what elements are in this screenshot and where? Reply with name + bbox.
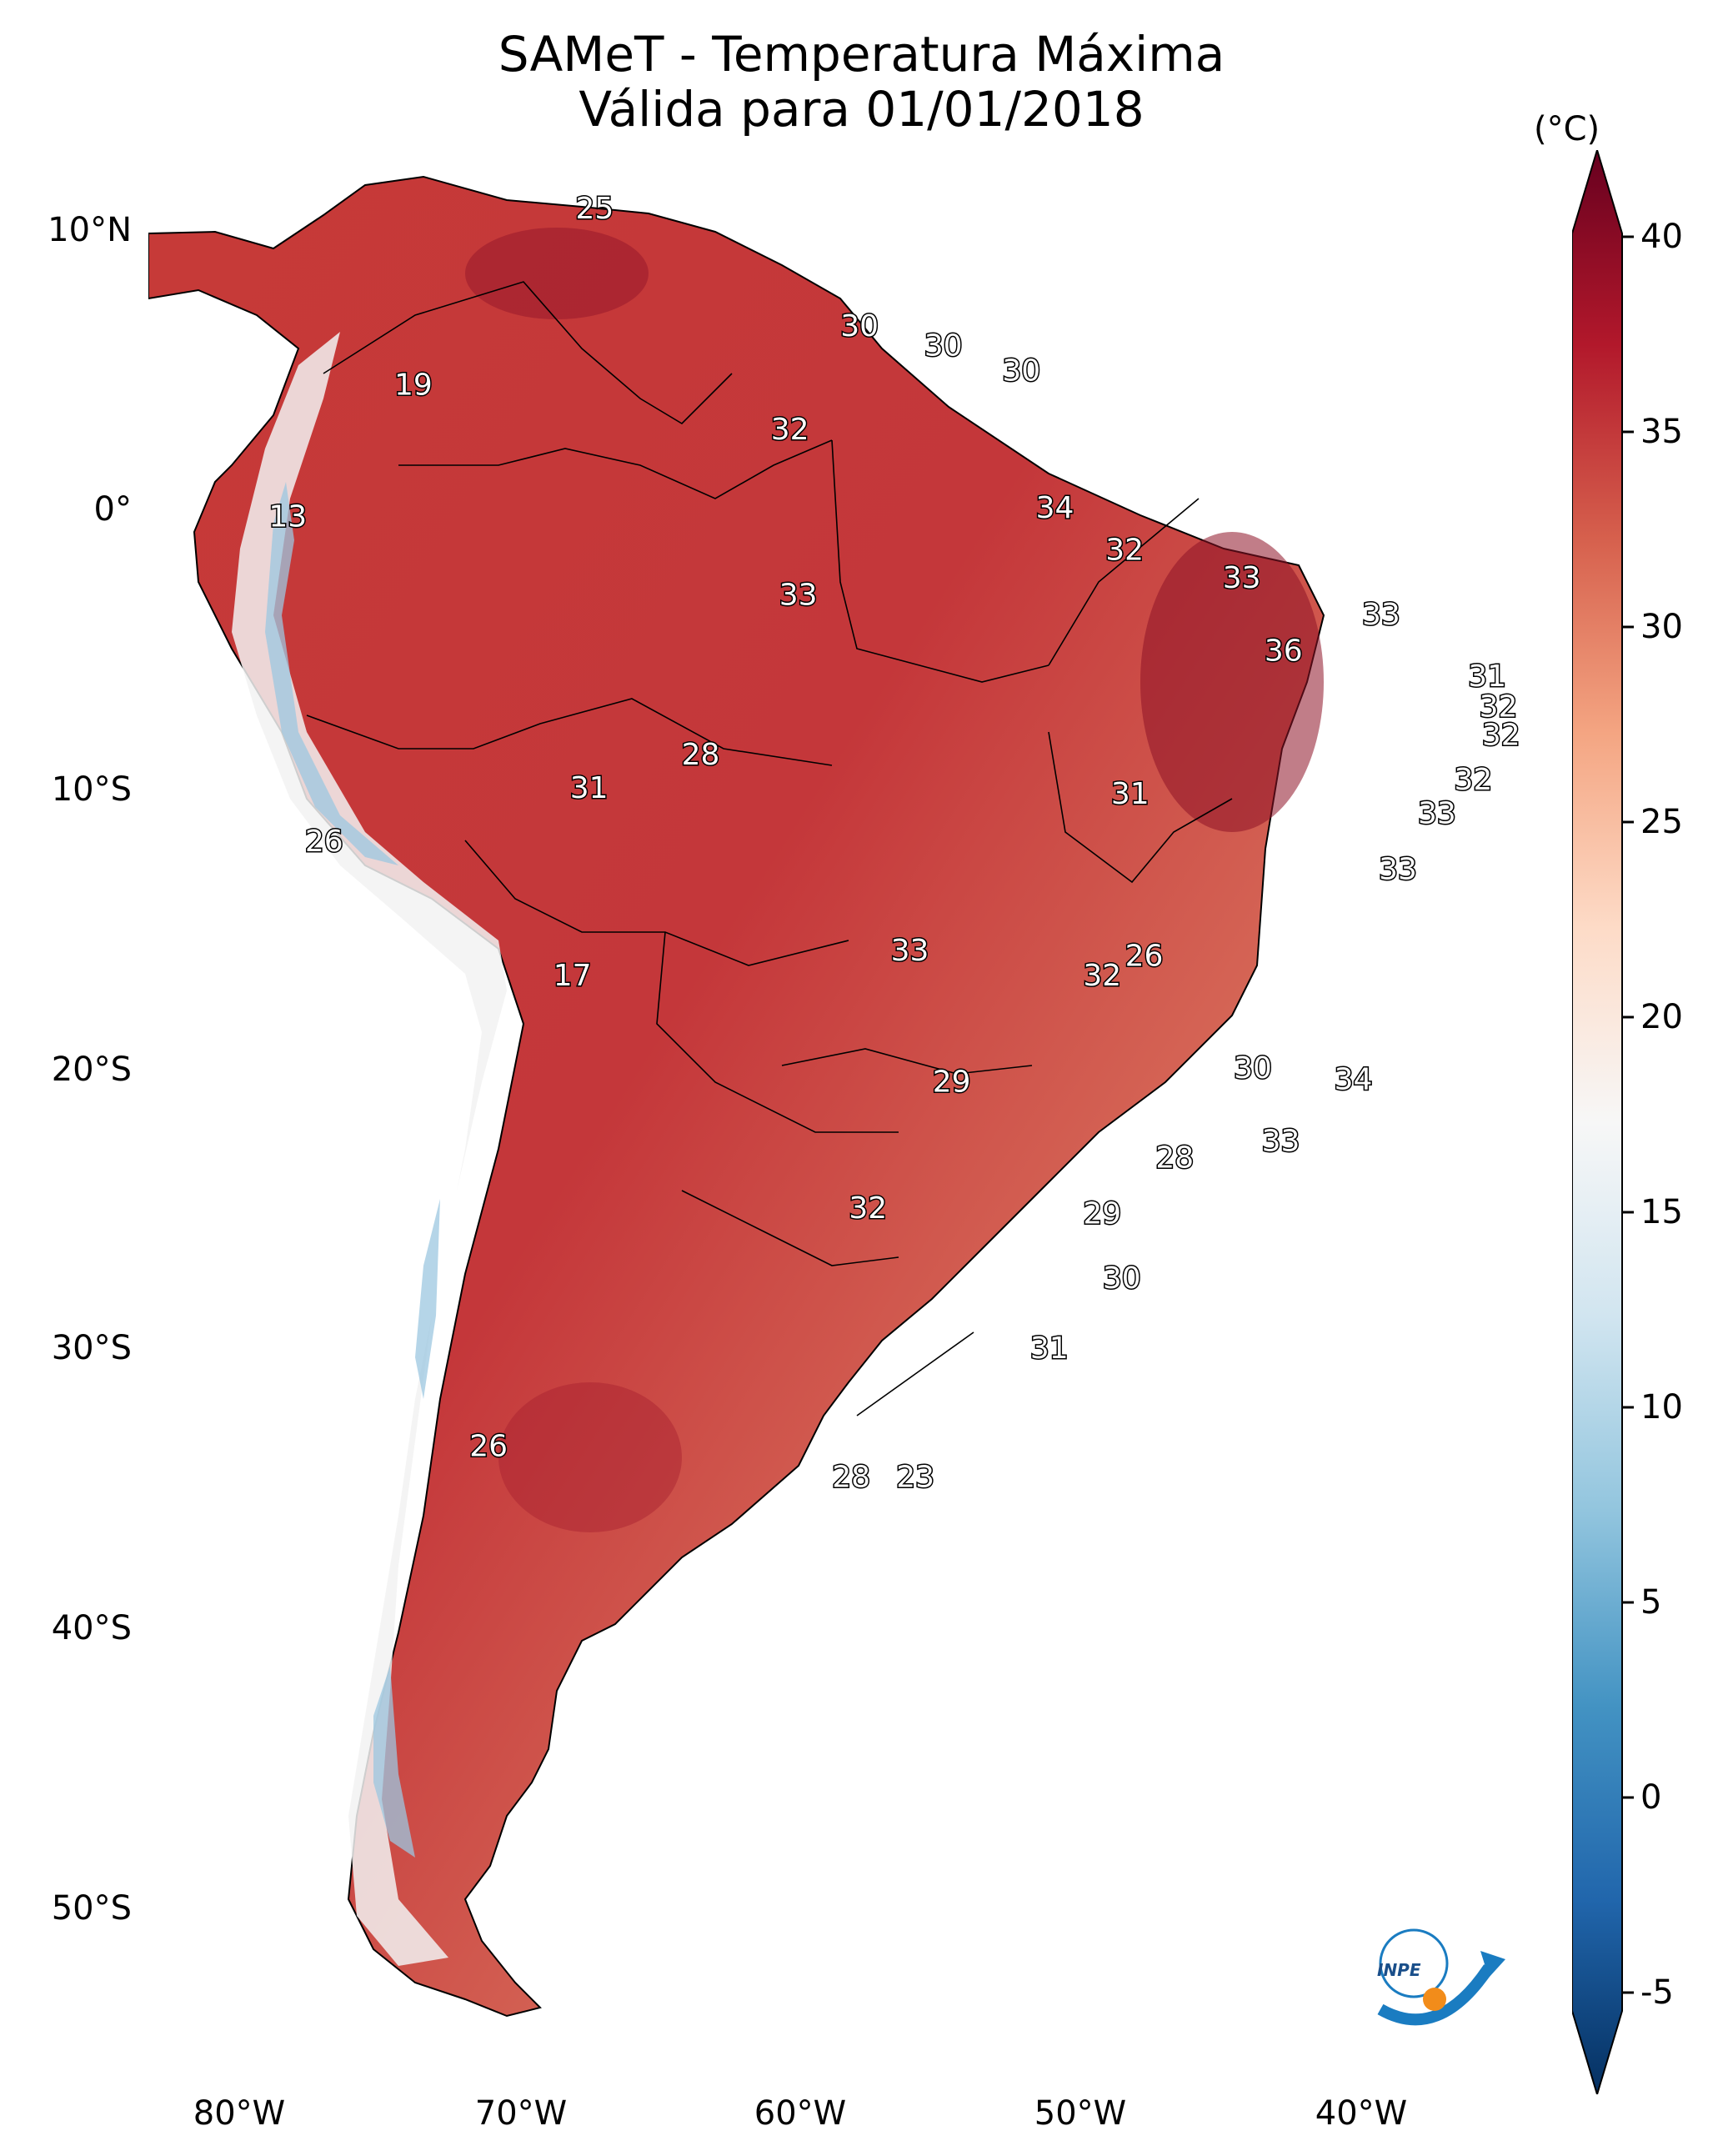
map-value-label: 33 (1418, 796, 1456, 830)
map-value-label: 30 (840, 309, 879, 343)
colorbar-tick-mark (1622, 820, 1634, 824)
map-value-label: 29 (933, 1065, 971, 1100)
map-value-label: 32 (1105, 534, 1144, 568)
x-tick-70w: 70°W (474, 2094, 568, 2133)
inpe-logo: INPE (1377, 1928, 1505, 2026)
x-tick-40w: 40°W (1315, 2094, 1408, 2133)
hot-region-northeast (1140, 532, 1324, 832)
y-tick-0: 0° (93, 490, 132, 529)
y-tick-30s: 30°S (51, 1329, 132, 1367)
map-value-label: 28 (832, 1460, 870, 1494)
map-value-label: 26 (469, 1429, 508, 1463)
y-tick-20s: 20°S (51, 1050, 132, 1089)
colorbar-tick-mark (1622, 1601, 1634, 1604)
map-value-label: 34 (1335, 1062, 1373, 1096)
map-value-label: 32 (771, 413, 809, 447)
map-value-label: 32 (849, 1191, 887, 1226)
map-value-label: 33 (1262, 1124, 1300, 1158)
colorbar-tick-label: 30 (1640, 608, 1683, 646)
colorbar-tick-label: 40 (1640, 218, 1683, 256)
colorbar-tick-mark (1622, 1015, 1634, 1019)
map-value-label: 32 (1083, 959, 1121, 993)
y-tick-10s: 10°S (51, 770, 132, 809)
map-value-label: 28 (1155, 1141, 1194, 1175)
colorbar-unit: (°C) (1534, 110, 1600, 148)
map-value-label: 30 (924, 329, 963, 364)
x-tick-50w: 50°W (1034, 2094, 1127, 2133)
colorbar-tick-label: 15 (1640, 1193, 1683, 1231)
colorbar-tick-mark (1622, 1796, 1634, 1799)
map-value-label: 26 (1125, 940, 1164, 974)
colorbar-tick-label: 5 (1640, 1583, 1662, 1622)
map-value-label: 17 (553, 959, 592, 993)
map-value-label: 32 (1482, 718, 1520, 752)
map-value-label: 25 (575, 192, 614, 226)
map-value-label: 31 (1111, 777, 1150, 811)
map-value-label: 28 (682, 738, 720, 772)
map-value-label: 23 (896, 1460, 934, 1494)
colorbar-tick-label: 10 (1640, 1388, 1683, 1426)
hot-region-pampas (498, 1382, 682, 1532)
hot-region-venezuela (465, 228, 649, 319)
colorbar-tick-mark (1622, 1406, 1634, 1409)
country-borders (306, 281, 1233, 1416)
map-value-label: 29 (1083, 1197, 1121, 1231)
colorbar-tick-mark (1622, 1991, 1634, 1994)
map-value-label: 33 (1362, 598, 1400, 632)
map-value-label: 31 (570, 771, 609, 805)
map-subtitle: Válida para 01/01/2018 (579, 81, 1144, 138)
colorbar-tick-mark (1622, 430, 1634, 434)
map-value-label: 33 (779, 578, 818, 612)
y-tick-10n: 10°N (48, 211, 132, 249)
map-value-label: 33 (1379, 853, 1417, 887)
map-title: SAMeT - Temperatura Máxima (498, 26, 1225, 83)
map-value-label: 32 (1454, 763, 1492, 797)
map-value-label: 33 (891, 934, 929, 968)
map-value-label: 36 (1265, 634, 1303, 669)
x-tick-60w: 60°W (754, 2094, 847, 2133)
map-value-label: 31 (1030, 1331, 1069, 1366)
map-value-label: 30 (1234, 1051, 1272, 1086)
y-tick-40s: 40°S (51, 1609, 132, 1647)
map-value-label: 13 (268, 499, 307, 534)
map-value-label: 33 (1223, 561, 1261, 595)
colorbar-tick-label: 25 (1640, 803, 1683, 841)
x-tick-80w: 80°W (193, 2094, 286, 2133)
map-value-label: 31 (1468, 659, 1506, 694)
map-value-label: 30 (1103, 1261, 1141, 1296)
map-value-label: 26 (305, 825, 343, 859)
colorbar-tick-label: 20 (1640, 998, 1683, 1036)
colorbar-tick-mark (1622, 625, 1634, 629)
colorbar-tick-label: 35 (1640, 413, 1683, 451)
svg-text:INPE: INPE (1377, 1960, 1421, 1980)
colorbar-tick-mark (1622, 1211, 1634, 1214)
y-tick-50s: 50°S (51, 1889, 132, 1928)
colorbar-tick-mark (1622, 235, 1634, 238)
map-value-label: 30 (1002, 354, 1040, 389)
map-value-label: 32 (1480, 690, 1518, 725)
colorbar (1572, 150, 1623, 2094)
colorbar-tick-label: 0 (1640, 1778, 1662, 1817)
map-value-label: 19 (394, 369, 433, 403)
map-value-label: 34 (1036, 491, 1074, 525)
colorbar-tick-label: -5 (1640, 1973, 1674, 2012)
south-america-landmass (148, 175, 1325, 2018)
